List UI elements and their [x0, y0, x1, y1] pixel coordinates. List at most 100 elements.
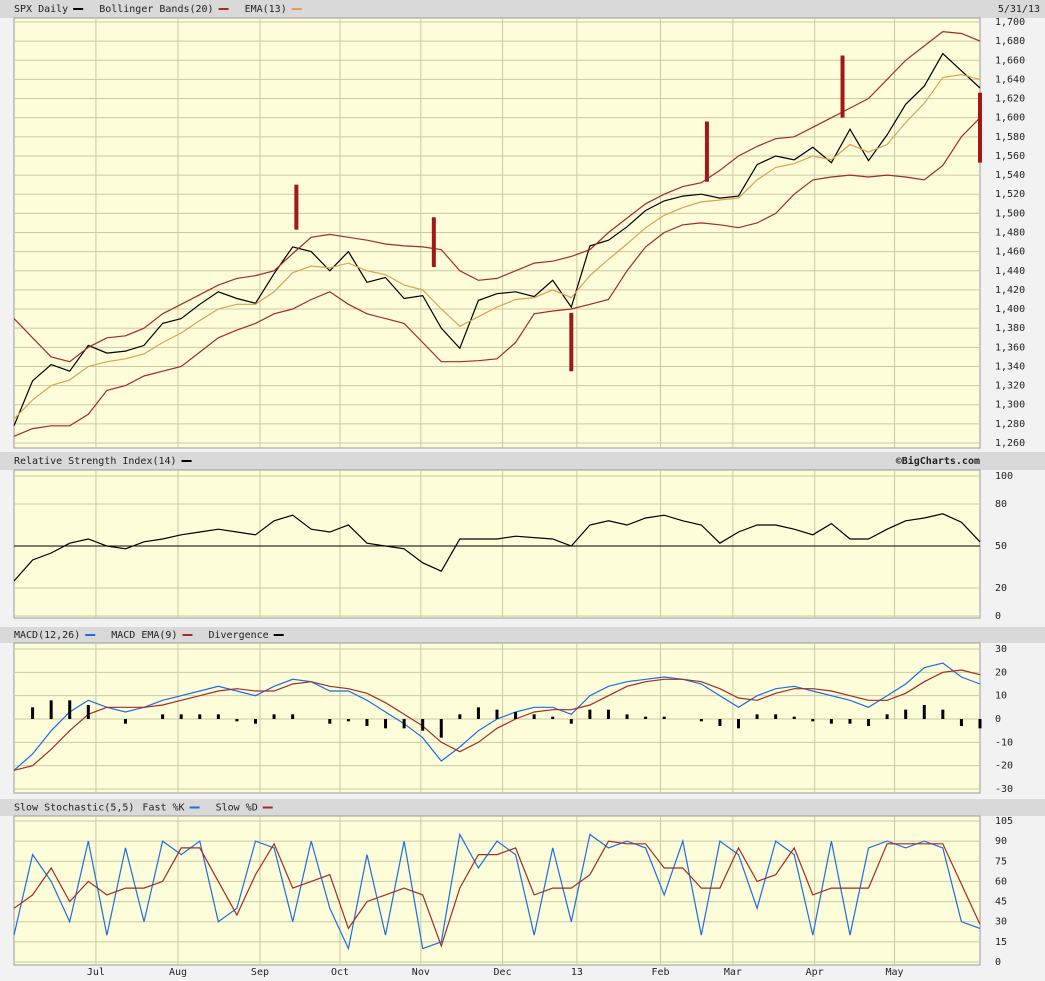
histogram-bar — [792, 716, 796, 719]
histogram-bar — [198, 714, 202, 719]
histogram-bar — [774, 714, 778, 719]
y-tick-label: 45 — [995, 897, 1007, 908]
series-line — [13, 73, 981, 420]
x-tick-label: May — [886, 967, 904, 978]
y-tick-label: 60 — [995, 876, 1007, 887]
x-tick-label: Aug — [169, 967, 187, 978]
histogram-bar — [235, 719, 239, 722]
x-tick-label: Dec — [494, 967, 512, 978]
histogram-bar — [328, 719, 332, 724]
y-tick-label: 30 — [995, 644, 1007, 655]
date-label: 5/31/13 — [998, 4, 1040, 15]
y-tick-label: 1,600 — [995, 113, 1025, 124]
y-tick-label: 80 — [995, 499, 1007, 510]
legend-label: MACD EMA(9) — [111, 630, 177, 641]
histogram-bar — [588, 709, 592, 719]
y-tick-label: 0 — [995, 714, 1001, 725]
histogram-bar — [959, 719, 963, 726]
histogram-bar — [476, 707, 480, 719]
legend-label: Bollinger Bands(20) — [99, 4, 213, 15]
y-tick-label: 1,660 — [995, 55, 1025, 66]
y-tick-label: 1,540 — [995, 170, 1025, 181]
y-tick-label: 1,640 — [995, 74, 1025, 85]
histogram-bar — [161, 714, 165, 719]
y-tick-label: 1,380 — [995, 323, 1025, 334]
series-line — [13, 832, 981, 951]
histogram-bar — [737, 719, 740, 729]
legend-label: SPX Daily — [14, 4, 68, 15]
histogram-bar — [718, 719, 722, 726]
histogram-bar — [216, 714, 220, 719]
source-label: ©BigCharts.com — [896, 455, 980, 467]
histogram-bar — [272, 714, 276, 719]
x-tick-label: Nov — [412, 967, 430, 978]
histogram-bar — [291, 714, 295, 719]
y-tick-label: 1,680 — [995, 36, 1025, 47]
panel-header — [0, 0, 1045, 18]
bollinger-upper — [13, 30, 981, 363]
x-tick-label: Apr — [806, 967, 824, 978]
histogram-bar — [978, 719, 982, 729]
x-tick-label: Sep — [251, 967, 269, 978]
histogram-bar — [179, 714, 183, 719]
y-tick-label: 1,500 — [995, 208, 1025, 219]
y-tick-label: 1,420 — [995, 285, 1025, 296]
histogram-bar — [848, 719, 852, 724]
panel-header — [0, 799, 1045, 816]
panel-header — [0, 452, 1045, 470]
histogram-bar — [458, 714, 462, 719]
histogram-bar — [625, 714, 629, 719]
legend-label: Relative Strength Index(14) — [14, 456, 177, 467]
series-line — [13, 52, 981, 427]
histogram-bar — [31, 707, 35, 719]
y-tick-label: 10 — [995, 691, 1007, 702]
histogram-bar — [532, 714, 536, 719]
y-tick-label: 1,280 — [995, 419, 1025, 430]
legend-label: Slow %D — [216, 803, 258, 814]
histogram-bar — [755, 714, 759, 719]
histogram-bar — [811, 719, 815, 722]
y-tick-label: 1,340 — [995, 361, 1025, 372]
histogram-bar — [49, 700, 53, 719]
histogram-bar — [439, 719, 443, 738]
y-tick-label: 1,460 — [995, 247, 1025, 258]
histogram-bar — [402, 719, 406, 729]
panel-header — [0, 627, 1045, 643]
x-tick-label: Jul — [87, 967, 105, 978]
histogram-bar — [569, 719, 573, 724]
series-line — [13, 840, 981, 948]
histogram-bar — [606, 709, 610, 719]
y-tick-label: 1,520 — [995, 189, 1025, 200]
histogram-bar — [123, 719, 127, 724]
y-tick-label: 0 — [995, 611, 1001, 622]
y-tick-label: 1,320 — [995, 381, 1025, 392]
y-tick-label: 15 — [995, 937, 1007, 948]
histogram-bar — [941, 709, 945, 719]
histogram-bar — [346, 719, 350, 722]
y-tick-label: 1,260 — [995, 438, 1025, 449]
histogram-bar — [254, 719, 257, 724]
y-tick-label: 1,580 — [995, 132, 1025, 143]
y-tick-label: 1,620 — [995, 94, 1025, 105]
histogram-bar — [365, 719, 369, 726]
x-tick-label: Mar — [724, 967, 742, 978]
legend-label: EMA(13) — [245, 4, 287, 15]
x-tick-label: 13 — [571, 967, 583, 978]
plot-area — [13, 815, 981, 966]
histogram-bar — [867, 719, 871, 726]
histogram-bar — [384, 719, 388, 729]
histogram-bar — [662, 716, 666, 719]
histogram-bar — [885, 714, 889, 719]
y-tick-label: 100 — [995, 471, 1013, 482]
legend-label: Fast %K — [142, 803, 184, 814]
histogram-bar — [699, 719, 703, 722]
y-tick-label: 1,400 — [995, 304, 1025, 315]
y-tick-label: 20 — [995, 583, 1007, 594]
y-tick-label: 1,700 — [995, 17, 1025, 28]
y-tick-label: 1,560 — [995, 151, 1025, 162]
y-tick-label: 1,360 — [995, 342, 1025, 353]
histogram-bar — [514, 712, 518, 719]
histogram-bar — [495, 709, 499, 719]
